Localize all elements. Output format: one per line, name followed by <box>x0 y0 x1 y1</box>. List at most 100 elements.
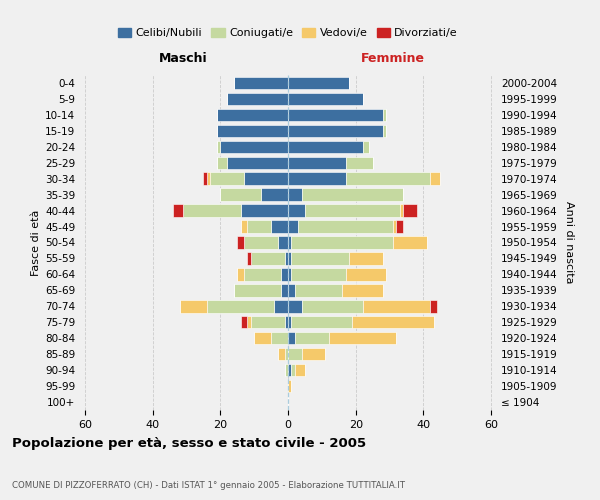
Bar <box>288 316 292 328</box>
Bar <box>288 268 292 280</box>
Bar <box>302 348 325 360</box>
Bar <box>207 300 274 312</box>
Bar <box>284 252 288 264</box>
Bar <box>237 268 244 280</box>
Bar <box>251 252 284 264</box>
Bar <box>288 77 349 89</box>
Bar <box>352 316 434 328</box>
Y-axis label: Anni di nascita: Anni di nascita <box>565 201 574 284</box>
Bar <box>217 140 220 153</box>
Bar <box>227 156 288 169</box>
Bar <box>284 364 288 376</box>
Bar <box>251 316 284 328</box>
Bar <box>217 108 288 121</box>
Text: Maschi: Maschi <box>158 52 208 64</box>
Bar <box>278 236 288 248</box>
Bar <box>247 220 271 233</box>
Bar <box>295 284 342 296</box>
Bar <box>288 92 362 105</box>
Bar <box>241 204 288 217</box>
Bar <box>298 220 393 233</box>
Bar <box>247 252 251 264</box>
Bar <box>397 220 403 233</box>
Bar <box>274 300 288 312</box>
Bar <box>234 284 281 296</box>
Bar <box>288 284 295 296</box>
Bar <box>244 236 278 248</box>
Bar <box>261 188 288 201</box>
Bar <box>227 92 288 105</box>
Bar <box>210 172 244 185</box>
Bar <box>244 268 281 280</box>
Bar <box>292 268 346 280</box>
Bar <box>281 284 288 296</box>
Bar <box>383 108 386 121</box>
Bar <box>288 140 362 153</box>
Text: Popolazione per età, sesso e stato civile - 2005: Popolazione per età, sesso e stato civil… <box>12 437 366 450</box>
Bar <box>217 124 288 137</box>
Bar <box>288 172 346 185</box>
Bar <box>183 204 241 217</box>
Bar <box>203 172 207 185</box>
Bar <box>217 156 227 169</box>
Bar <box>400 204 403 217</box>
Bar <box>292 316 352 328</box>
Bar <box>281 268 288 280</box>
Bar <box>179 300 207 312</box>
Bar <box>292 236 393 248</box>
Bar <box>237 236 244 248</box>
Bar <box>288 108 383 121</box>
Bar <box>220 140 288 153</box>
Bar <box>288 380 292 392</box>
Bar <box>349 252 383 264</box>
Bar <box>362 300 430 312</box>
Bar <box>241 316 247 328</box>
Bar <box>393 220 397 233</box>
Bar <box>393 236 427 248</box>
Bar <box>346 172 430 185</box>
Legend: Celibi/Nubili, Coniugati/e, Vedovi/e, Divorziati/e: Celibi/Nubili, Coniugati/e, Vedovi/e, Di… <box>116 26 460 40</box>
Bar <box>305 204 400 217</box>
Y-axis label: Fasce di età: Fasce di età <box>31 210 41 276</box>
Bar <box>288 348 302 360</box>
Bar <box>244 172 288 185</box>
Bar <box>241 220 247 233</box>
Bar <box>284 348 288 360</box>
Bar <box>288 188 302 201</box>
Bar <box>292 364 295 376</box>
Bar <box>288 156 346 169</box>
Bar <box>383 124 386 137</box>
Bar <box>288 300 302 312</box>
Bar <box>288 124 383 137</box>
Bar <box>288 236 292 248</box>
Bar <box>346 268 386 280</box>
Bar <box>362 140 369 153</box>
Bar <box>342 284 383 296</box>
Bar <box>288 252 292 264</box>
Bar <box>430 172 440 185</box>
Bar <box>288 220 298 233</box>
Bar <box>430 300 437 312</box>
Bar <box>302 300 362 312</box>
Bar <box>403 204 417 217</box>
Bar <box>247 316 251 328</box>
Bar <box>278 348 284 360</box>
Bar <box>292 252 349 264</box>
Bar <box>346 156 373 169</box>
Bar <box>295 332 329 344</box>
Bar <box>271 220 288 233</box>
Bar <box>207 172 210 185</box>
Bar <box>271 332 288 344</box>
Text: COMUNE DI PIZZOFERRATO (CH) - Dati ISTAT 1° gennaio 2005 - Elaborazione TUTTITAL: COMUNE DI PIZZOFERRATO (CH) - Dati ISTAT… <box>12 481 405 490</box>
Bar <box>295 364 305 376</box>
Bar <box>329 332 397 344</box>
Bar <box>173 204 183 217</box>
Bar <box>284 316 288 328</box>
Bar <box>288 204 305 217</box>
Bar <box>288 332 295 344</box>
Bar <box>220 188 261 201</box>
Bar <box>302 188 403 201</box>
Text: Femmine: Femmine <box>361 52 425 64</box>
Bar <box>288 364 292 376</box>
Bar <box>254 332 271 344</box>
